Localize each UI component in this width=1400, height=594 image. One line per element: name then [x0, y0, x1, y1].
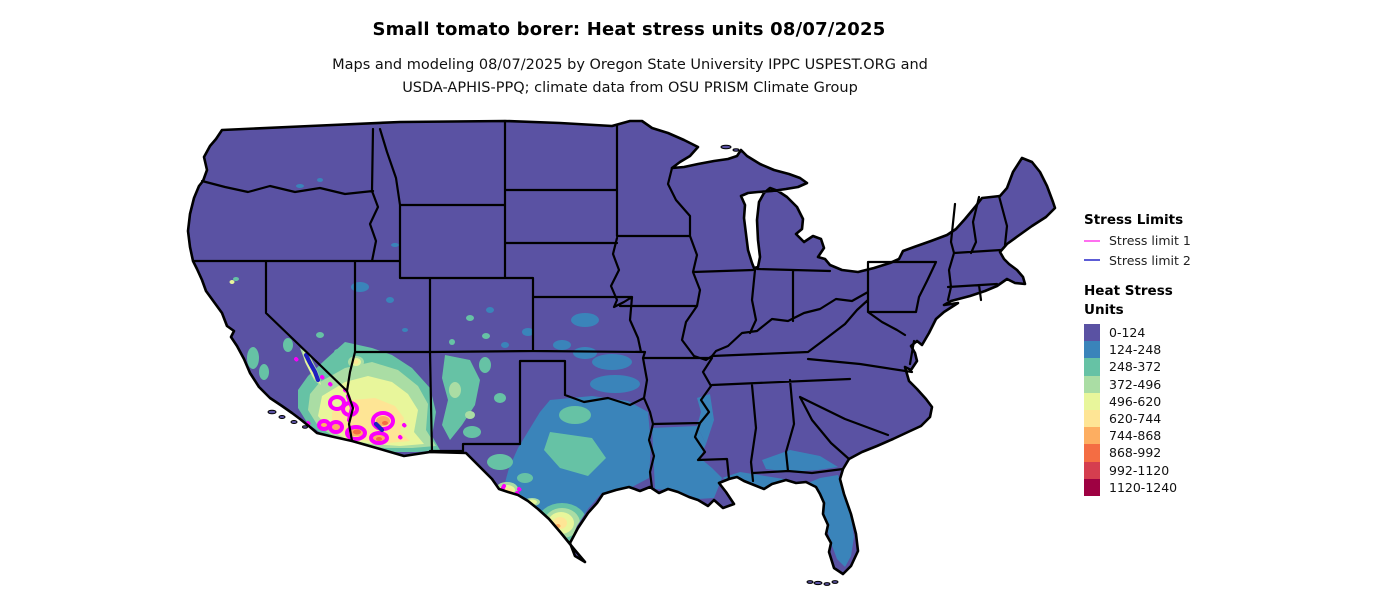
stress-limits-title: Stress Limits — [1084, 212, 1184, 228]
legend-swatch — [1084, 392, 1100, 410]
subtitle-line-2: USDA-APHIS-PPQ; climate data from OSU PR… — [402, 80, 858, 96]
legend-class-row: 620-744 — [1084, 409, 1284, 428]
legend: Stress Limits Stress limit 1 Stress limi… — [1084, 211, 1284, 496]
stress-limit-1-label: Stress limit 1 — [1109, 233, 1191, 249]
stress-limit-2-label: Stress limit 2 — [1109, 252, 1191, 268]
region-base-0-124 — [188, 121, 1055, 574]
legend-class-row: 744-868 — [1084, 427, 1284, 445]
legend-item-stress-limit-2: Stress limit 2 — [1084, 252, 1284, 270]
legend-class-row: 248-372 — [1084, 358, 1284, 376]
page-subtitle: Maps and modeling 08/07/2025 by Oregon S… — [0, 54, 1260, 100]
legend-item-stress-limit-1: Stress limit 1 — [1084, 232, 1284, 250]
legend-swatch — [1084, 341, 1100, 359]
legend-swatch — [1084, 427, 1100, 445]
legend-swatch — [1084, 324, 1100, 342]
legend-class-row: 992-1120 — [1084, 461, 1284, 479]
stress-limit-2-line-swatch — [1084, 259, 1100, 262]
heat-stress-legend: Heat Stress Units 0-124 124-248 248-372 … — [1084, 282, 1284, 496]
legend-swatch — [1084, 444, 1100, 462]
legend-swatch — [1084, 375, 1100, 393]
stress-limit-2-contours — [303, 352, 385, 433]
legend-swatch — [1084, 478, 1100, 496]
legend-swatch — [1084, 409, 1100, 428]
heat-stress-classes: 0-124 124-248 248-372 372-496 496-620 62… — [1084, 324, 1284, 496]
map-fill-layer — [188, 121, 1055, 574]
page-title: Small tomato borer: Heat stress units 08… — [372, 19, 886, 40]
legend-class-row: 124-248 — [1084, 341, 1284, 359]
subtitle-line-1: Maps and modeling 08/07/2025 by Oregon S… — [332, 57, 928, 73]
regions-124-248 — [296, 178, 854, 567]
state-borders — [191, 119, 1009, 490]
regions-868-992 — [353, 421, 388, 441]
legend-class-row: 372-496 — [1084, 375, 1284, 393]
legend-swatch — [1084, 461, 1100, 479]
heat-stress-title-line-2: Units — [1084, 302, 1124, 318]
legend-class-row: 496-620 — [1084, 392, 1284, 410]
legend-swatch — [1084, 358, 1100, 376]
legend-class-row: 1120-1240 — [1084, 478, 1284, 496]
us-outline — [186, 119, 1057, 576]
stress-limit-1-line-swatch — [1084, 239, 1100, 242]
heat-stress-title-line-1: Heat Stress — [1084, 283, 1173, 299]
legend-class-row: 868-992 — [1084, 444, 1284, 462]
legend-class-row: 0-124 — [1084, 324, 1284, 342]
islands-and-keys — [267, 144, 839, 586]
